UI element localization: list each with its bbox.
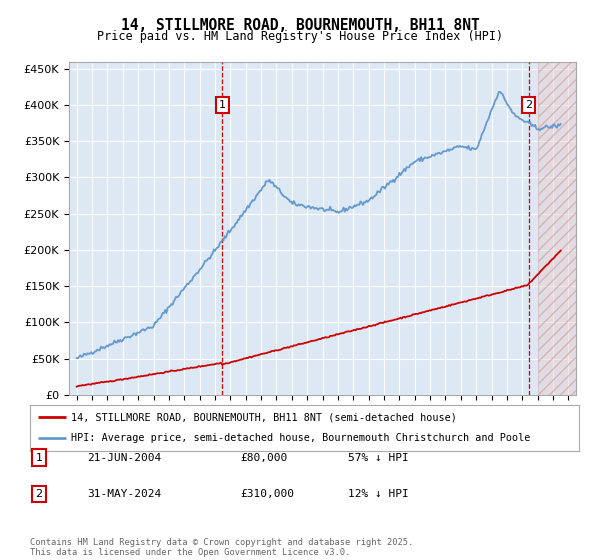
Text: 14, STILLMORE ROAD, BOURNEMOUTH, BH11 8NT: 14, STILLMORE ROAD, BOURNEMOUTH, BH11 8N… — [121, 18, 479, 33]
Text: 14, STILLMORE ROAD, BOURNEMOUTH, BH11 8NT (semi-detached house): 14, STILLMORE ROAD, BOURNEMOUTH, BH11 8N… — [71, 412, 457, 422]
Text: HPI: Average price, semi-detached house, Bournemouth Christchurch and Poole: HPI: Average price, semi-detached house,… — [71, 433, 530, 444]
Text: 31-MAY-2024: 31-MAY-2024 — [87, 489, 161, 499]
Text: 2: 2 — [35, 489, 43, 499]
Text: 1: 1 — [35, 452, 43, 463]
Text: £80,000: £80,000 — [240, 452, 287, 463]
Text: 12% ↓ HPI: 12% ↓ HPI — [348, 489, 409, 499]
Text: Contains HM Land Registry data © Crown copyright and database right 2025.
This d: Contains HM Land Registry data © Crown c… — [30, 538, 413, 557]
Text: 21-JUN-2004: 21-JUN-2004 — [87, 452, 161, 463]
Text: 1: 1 — [218, 100, 226, 110]
Text: 2: 2 — [525, 100, 532, 110]
Text: 57% ↓ HPI: 57% ↓ HPI — [348, 452, 409, 463]
Text: Price paid vs. HM Land Registry's House Price Index (HPI): Price paid vs. HM Land Registry's House … — [97, 30, 503, 43]
Text: £310,000: £310,000 — [240, 489, 294, 499]
